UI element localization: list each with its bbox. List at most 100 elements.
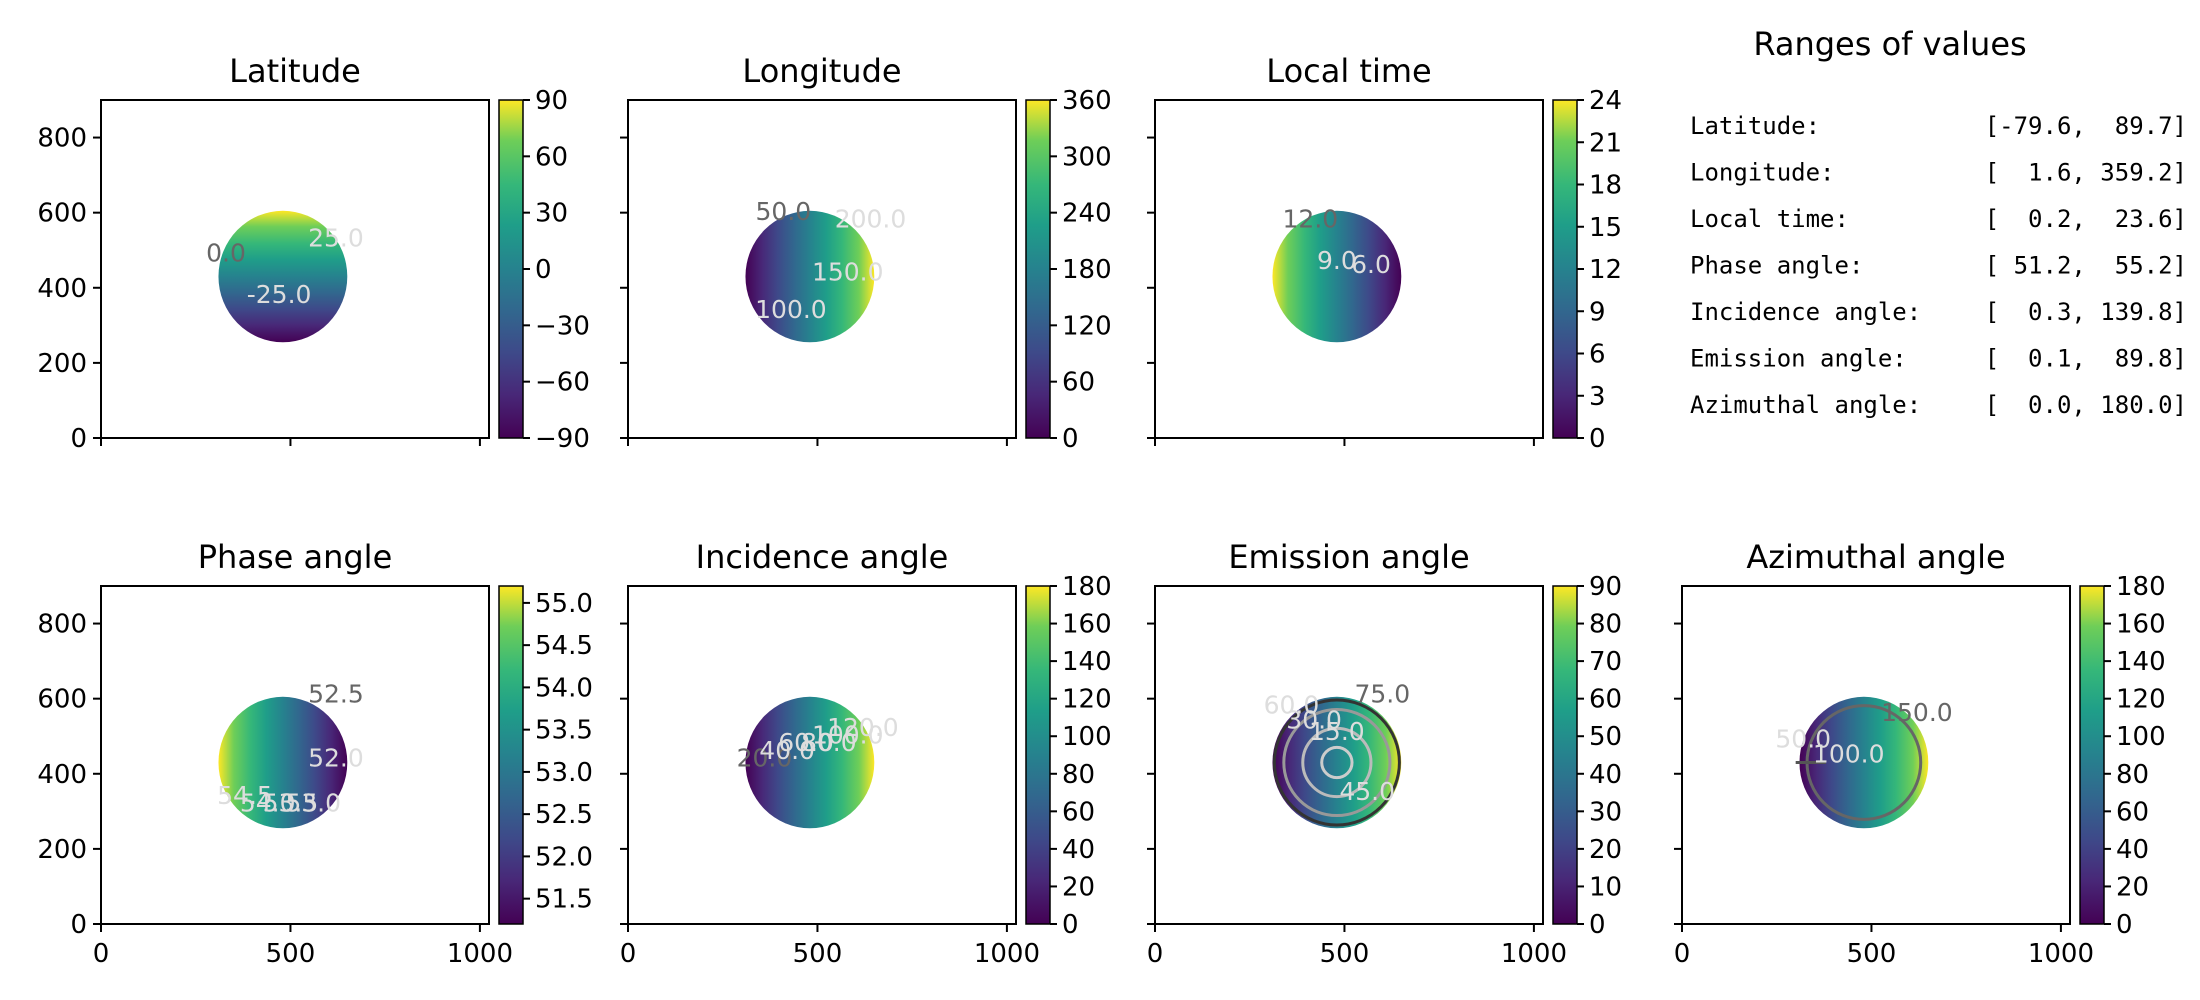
x-tick-label: 500 <box>266 939 316 969</box>
axes-frame <box>100 99 490 439</box>
contour-label: 54.5 <box>217 781 273 810</box>
contour-label: 120.0 <box>827 713 899 742</box>
disk-image: 50.0 200.0 150.0 100.0 <box>745 197 907 343</box>
y-tick-label: 200 <box>37 835 87 865</box>
range-value: [-79.6, 89.7] <box>1985 112 2187 140</box>
panel-latitude: Latitude0.025.0-25.00200400600800−90−60−… <box>37 52 590 454</box>
x-tick-label: 500 <box>1320 939 1370 969</box>
colorbar-tick-label: 360 <box>1062 86 1112 116</box>
planet-disk <box>1272 210 1402 343</box>
contour-label: 52.0 <box>308 743 364 772</box>
range-value: [ 51.2, 55.2] <box>1985 252 2187 280</box>
contour-label: 80.0 <box>801 728 857 757</box>
colorbar-tick-label: 160 <box>1062 610 1112 640</box>
colorbar <box>1025 99 1051 439</box>
contour-line <box>1320 745 1354 780</box>
range-label: Azimuthal angle: <box>1690 391 1921 419</box>
colorbar-tick-label: 60 <box>2116 797 2149 827</box>
colorbar-tick-label: −60 <box>535 368 590 398</box>
panel-azimuthal-angle: Azimuthal angle 150.0 100.050.0 0 500 1000 0 20… <box>1674 538 2166 969</box>
y-tick-label: 800 <box>37 124 87 154</box>
colorbar <box>1552 585 1578 925</box>
colorbar-tick-label: 100 <box>1062 722 1112 752</box>
range-value: [ 0.2, 23.6] <box>1985 205 2187 233</box>
colorbar-tick-label: 300 <box>1062 142 1112 172</box>
planet-disk <box>218 210 348 343</box>
colorbar-tick-label: 90 <box>535 86 568 116</box>
axes-frame <box>627 585 1017 925</box>
colorbar-tick-label: 80 <box>1062 760 1095 790</box>
colorbar-tick-label: 6 <box>1589 340 1606 370</box>
panel-title-local-time: Local time <box>1266 52 1431 90</box>
y-tick-label: 200 <box>37 349 87 379</box>
y-tick-label: 0 <box>70 910 87 940</box>
colorbar-tick-label: 54.0 <box>535 673 593 703</box>
colorbar-tick-label: 20 <box>1062 872 1095 902</box>
x-tick-label: 0 <box>620 939 637 969</box>
x-tick-label: 0 <box>1674 939 1691 969</box>
colorbar-tick-label: 54.5 <box>535 631 593 661</box>
planet-disk <box>745 696 875 829</box>
colorbar-tick-label: 140 <box>1062 647 1112 677</box>
contour-label: 40.0 <box>759 736 815 765</box>
colorbar-tick-label: 18 <box>1589 171 1622 201</box>
colorbar-tick-label: 53.0 <box>535 758 593 788</box>
panel-phase-angle: Phase angle52.554.554.053.553.052.002004… <box>37 538 593 969</box>
colorbar-tick-label: 60 <box>1589 685 1622 715</box>
contour-label: 150.0 <box>812 257 884 286</box>
colorbar-tick-label: 30 <box>1589 797 1622 827</box>
colorbar <box>1025 585 1051 925</box>
panel-incidence-angle: Incidence angle 20.040.060.080.0100.0120.… <box>620 538 1112 969</box>
colorbar <box>1552 99 1578 439</box>
range-value: [ 0.3, 139.8] <box>1985 298 2187 326</box>
x-tick-label: 1000 <box>1501 939 1567 969</box>
y-tick-label: 600 <box>37 199 87 229</box>
contour-label: 53.0 <box>285 788 341 817</box>
colorbar-tick-label: 40 <box>1062 835 1095 865</box>
colorbar-tick-label: 53.5 <box>535 716 593 746</box>
colorbar-tick-label: 240 <box>1062 199 1112 229</box>
colorbar-tick-label: 21 <box>1589 128 1622 158</box>
colorbar-tick-label: 80 <box>2116 760 2149 790</box>
colorbar-tick-label: 90 <box>1589 572 1622 602</box>
colorbar <box>498 99 524 439</box>
range-value: [ 0.1, 89.8] <box>1985 345 2187 373</box>
range-value: [ 1.6, 359.2] <box>1985 159 2187 187</box>
planet-disk <box>1272 696 1402 829</box>
disk-image: 75.0 60.030.015.0 45.0 <box>1264 679 1411 829</box>
panel-longitude: Longitude 50.0 200.0 150.0 100.0 0 60 120 180 240… <box>620 52 1112 454</box>
contour-label: 75.0 <box>1355 679 1411 708</box>
colorbar-tick-label: 120 <box>1062 311 1112 341</box>
x-tick-label: 1000 <box>447 939 513 969</box>
axes-frame <box>1681 585 2071 925</box>
colorbar-tick-label: 60 <box>1062 368 1095 398</box>
colorbar <box>498 585 524 925</box>
x-tick-label: 0 <box>1147 939 1164 969</box>
range-value: [ 0.0, 180.0] <box>1985 391 2187 419</box>
colorbar-tick-label: 12 <box>1589 255 1622 285</box>
colorbar-tick-label: 20 <box>2116 872 2149 902</box>
contour-label: 60.0 <box>1264 691 1320 720</box>
contour-label: 50.0 <box>1775 724 1831 753</box>
colorbar-tick-label: 140 <box>2116 647 2166 677</box>
colorbar-tick-label: 0 <box>1589 910 1606 940</box>
range-label: Incidence angle: <box>1690 298 1921 326</box>
colorbar-tick-label: 40 <box>2116 835 2149 865</box>
contour-label: 54.0 <box>240 788 296 817</box>
contour-label: 200.0 <box>835 205 907 234</box>
colorbar-tick-label: 0 <box>2116 910 2133 940</box>
contour-line <box>1282 707 1392 818</box>
planet-disk <box>218 696 348 829</box>
colorbar-tick-label: −90 <box>535 424 590 454</box>
contour-label: 25.0 <box>308 223 364 252</box>
colorbar-tick-label: 10 <box>1589 872 1622 902</box>
colorbar-tick-label: 0 <box>1062 424 1079 454</box>
disk-image: 12.0 9.06.0 <box>1272 205 1402 343</box>
colorbar-tick-label: 120 <box>2116 685 2166 715</box>
panel-title-incidence-angle: Incidence angle <box>696 538 949 576</box>
colorbar-tick-label: 52.0 <box>535 842 593 872</box>
contour-label: 100.0 <box>812 721 884 750</box>
planet-disk <box>1799 696 1929 829</box>
colorbar-tick-label: 160 <box>2116 610 2166 640</box>
